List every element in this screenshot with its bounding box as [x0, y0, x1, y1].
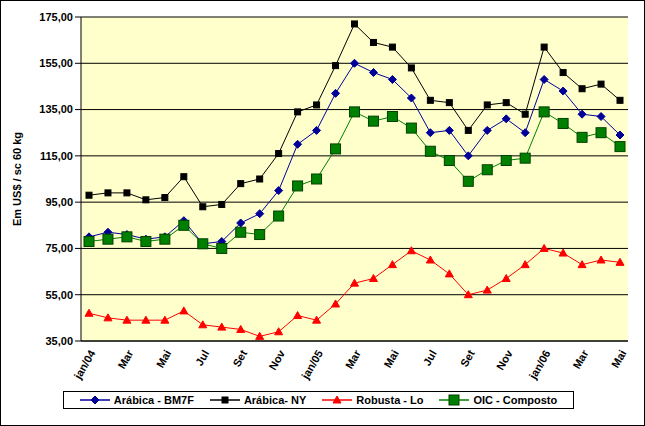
svg-text:Jul: Jul — [421, 348, 439, 368]
html-text:Robusta - Lo: Robusta - Lo — [356, 394, 424, 406]
html-text:Arábica - BM7F: Arábica - BM7F — [113, 394, 194, 406]
svg-text:95,00: 95,00 — [45, 196, 73, 208]
svg-text:jan/06: jan/06 — [526, 348, 552, 382]
svg-text:115,00: 115,00 — [40, 150, 73, 162]
svg-text:jan/05: jan/05 — [299, 348, 325, 382]
svg-text:175,00: 175,00 — [39, 11, 73, 23]
html-text:Arábica- NY: Arábica- NY — [243, 394, 307, 406]
svg-text:155,00: 155,00 — [39, 57, 73, 69]
html-text:OIC - Composto: OIC - Composto — [473, 394, 558, 406]
svg-text:Mai: Mai — [381, 348, 401, 370]
svg-text:Mai: Mai — [609, 348, 629, 370]
svg-text:75,00: 75,00 — [45, 242, 73, 254]
svg-text:55,00: 55,00 — [45, 289, 73, 301]
svg-text:Em US$ / sc 60 kg: Em US$ / sc 60 kg — [11, 132, 23, 226]
svg-text:Mar: Mar — [343, 347, 364, 371]
svg-text:Set: Set — [458, 348, 477, 369]
svg-text:35,00: 35,00 — [45, 335, 73, 347]
svg-text:Mar: Mar — [115, 347, 136, 371]
svg-text:Nov: Nov — [494, 347, 515, 372]
svg-text:135,00: 135,00 — [39, 103, 73, 115]
svg-text:Mai: Mai — [154, 348, 174, 370]
svg-text:Mar: Mar — [570, 347, 591, 371]
svg-text:Jul: Jul — [193, 348, 211, 368]
svg-text:Nov: Nov — [266, 347, 287, 372]
svg-text:jan/04: jan/04 — [71, 347, 98, 382]
svg-text:Set: Set — [230, 348, 249, 369]
